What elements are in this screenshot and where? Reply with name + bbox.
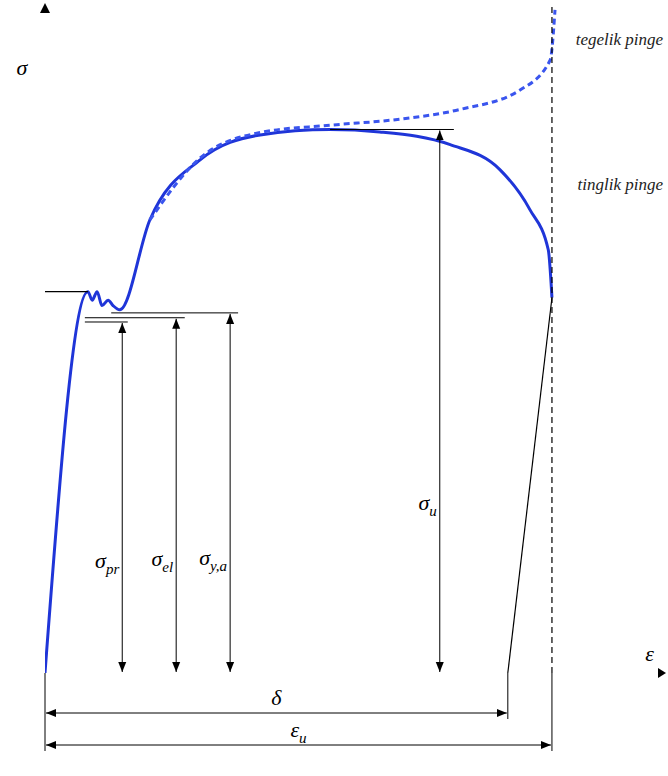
svg-text:tegelik pinge: tegelik pinge bbox=[576, 30, 664, 49]
svg-text:σu: σu bbox=[418, 490, 436, 519]
svg-text:σel: σel bbox=[151, 546, 173, 575]
svg-text:ε: ε bbox=[645, 641, 654, 666]
svg-text:εu: εu bbox=[290, 717, 306, 746]
svg-text:σy,a: σy,a bbox=[199, 545, 227, 574]
svg-text:σpr: σpr bbox=[95, 548, 119, 577]
svg-text:δ: δ bbox=[271, 685, 282, 710]
svg-text:tinglik pinge: tinglik pinge bbox=[578, 175, 664, 194]
svg-text:σ: σ bbox=[17, 55, 29, 80]
